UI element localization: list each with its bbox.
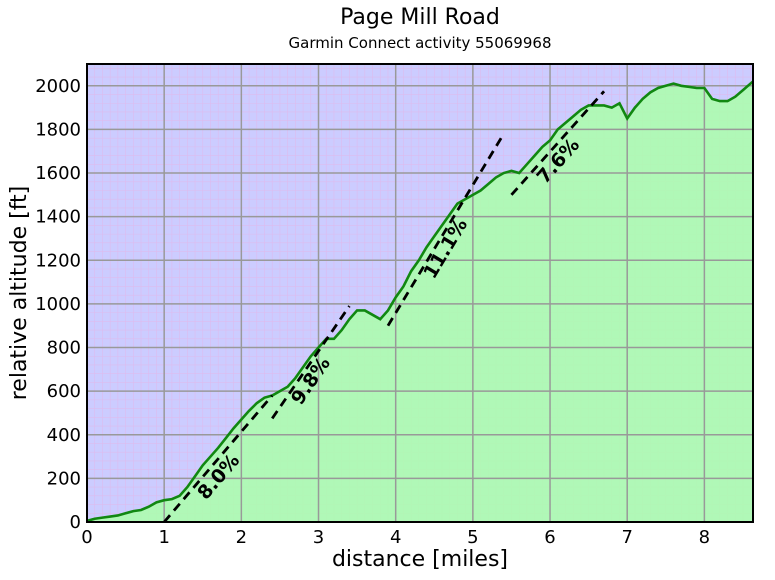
- altitude-area: [87, 81, 753, 522]
- y-tick-label: 2000: [35, 76, 81, 97]
- altitude-line: [86, 80, 754, 523]
- x-tick-label: 3: [313, 527, 324, 548]
- trend-line: [386, 133, 505, 327]
- y-tick-label: 0: [70, 512, 81, 533]
- y-tick-label: 1200: [35, 250, 81, 271]
- x-axis-ticks: 0 1 2 3 4 5 6 7 8: [81, 527, 710, 548]
- trend-line: [163, 394, 274, 523]
- y-tick-label: 800: [47, 338, 81, 359]
- x-tick-label: 4: [390, 527, 401, 548]
- plot-frame: [86, 63, 754, 523]
- plot-area: 8.0%9.8%11.1%7.6%: [86, 63, 754, 523]
- y-tick-label: 200: [47, 468, 81, 489]
- x-tick-label: 5: [467, 527, 478, 548]
- y-tick-label: 1000: [35, 294, 81, 315]
- major-grid: [86, 64, 753, 523]
- y-axis-ticks: 0 200 400 600 800 1000 1200 1400 1600 1800 2000: [35, 76, 81, 533]
- x-axis-label: distance [miles]: [332, 547, 508, 572]
- y-tick-label: 1600: [35, 163, 81, 184]
- x-tick-label: 6: [544, 527, 555, 548]
- x-tick-label: 7: [621, 527, 632, 548]
- y-tick-label: 400: [47, 425, 81, 446]
- y-tick-label: 600: [47, 381, 81, 402]
- chart-subtitle: Garmin Connect activity 55069968: [289, 34, 552, 52]
- y-axis-label: relative altitude [ft]: [7, 186, 32, 401]
- y-tick-label: 1400: [35, 207, 81, 228]
- trend-line: [271, 305, 351, 420]
- trend-line: [510, 90, 606, 196]
- x-tick-label: 2: [236, 527, 247, 548]
- y-tick-label: 1800: [35, 119, 81, 140]
- x-tick-label: 1: [158, 527, 169, 548]
- chart-title: Page Mill Road: [340, 5, 500, 30]
- x-tick-label: 0: [81, 527, 92, 548]
- x-tick-label: 8: [699, 527, 710, 548]
